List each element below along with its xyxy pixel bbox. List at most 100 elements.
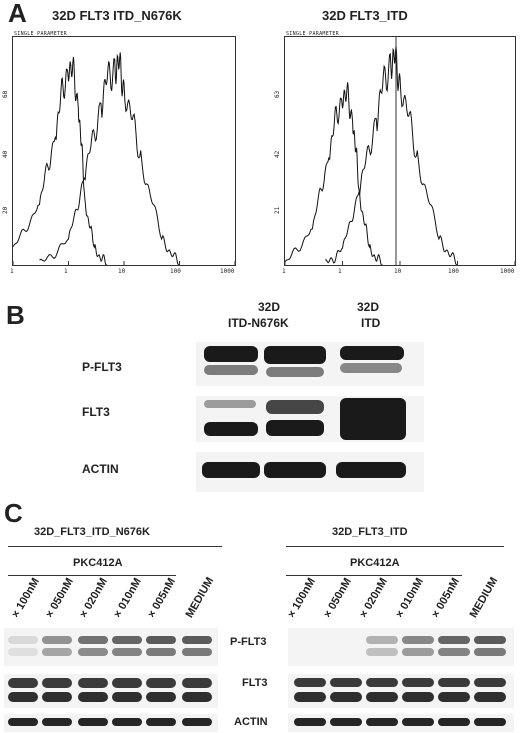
band xyxy=(182,718,212,726)
band xyxy=(42,636,72,644)
drug-left-label: PKC412A xyxy=(73,557,123,569)
band xyxy=(402,636,434,644)
band xyxy=(202,462,260,478)
band xyxy=(8,692,38,702)
band xyxy=(402,648,434,656)
lane-label: × 050nM xyxy=(321,576,354,620)
band xyxy=(340,346,404,360)
band xyxy=(78,718,108,726)
histogram-right-plot xyxy=(285,37,515,265)
band xyxy=(264,346,326,364)
band xyxy=(336,462,406,478)
band xyxy=(204,365,258,375)
drug-right-label: PKC412A xyxy=(350,557,400,569)
band xyxy=(474,678,506,687)
band xyxy=(266,400,324,414)
band xyxy=(294,692,326,702)
band xyxy=(366,636,398,644)
band xyxy=(438,718,470,726)
band xyxy=(78,692,108,702)
x-tick: 1 xyxy=(10,268,14,275)
histogram-right-header: SINGLE PARAMETER xyxy=(286,31,339,37)
histogram-series-line xyxy=(13,56,108,265)
x-tick: 1000 xyxy=(500,268,515,275)
band xyxy=(294,678,326,687)
lane-label: × 010nM xyxy=(111,576,144,620)
x-tick: 100 xyxy=(170,268,181,275)
band xyxy=(42,678,72,688)
band xyxy=(8,648,38,656)
panel-c-letter: C xyxy=(4,498,23,528)
histogram-left-frame xyxy=(12,36,236,266)
band xyxy=(146,678,176,688)
band xyxy=(146,648,176,656)
y-tick: 63 xyxy=(274,90,281,98)
blot-c-row-flt3: FLT3 xyxy=(242,677,268,689)
lane-label: × 100nM xyxy=(9,576,42,620)
y-tick: 60 xyxy=(2,90,9,98)
band xyxy=(366,718,398,726)
group-left-line xyxy=(8,546,222,547)
band xyxy=(112,718,142,726)
band xyxy=(8,636,38,644)
histogram-right-title: 32D FLT3_ITD xyxy=(322,8,408,23)
histogram-series-line xyxy=(39,52,180,265)
band xyxy=(266,420,324,436)
band xyxy=(112,636,142,644)
x-tick: 1 xyxy=(64,268,68,275)
band xyxy=(8,718,38,726)
band xyxy=(438,648,470,656)
lane-label: × 010nM xyxy=(393,576,426,620)
band xyxy=(474,692,506,702)
band xyxy=(474,636,506,644)
histogram-right-frame xyxy=(284,36,516,266)
blot-c-row-pflt3: P-FLT3 xyxy=(230,636,267,648)
blot-b-col1-line1: 32D xyxy=(258,300,281,314)
lane-label: × 020nM xyxy=(77,576,110,620)
blot-b-row-flt3: FLT3 xyxy=(82,405,110,419)
band xyxy=(264,462,326,478)
group-left-title: 32D_FLT3_ITD_N676K xyxy=(34,526,150,538)
band xyxy=(78,648,108,656)
x-tick: 10 xyxy=(118,268,126,275)
band xyxy=(146,692,176,702)
blot-c-left-pflt3 xyxy=(4,628,218,666)
lane-label: MEDIUM xyxy=(183,575,217,620)
band xyxy=(474,648,506,656)
x-tick: 1 xyxy=(282,268,286,275)
lane-label: × 100nM xyxy=(285,576,318,620)
band xyxy=(182,678,212,688)
x-tick: 1000 xyxy=(220,268,235,275)
lane-label: × 005nM xyxy=(145,576,178,620)
band xyxy=(366,692,398,702)
lane-label: × 020nM xyxy=(357,576,390,620)
band xyxy=(366,648,398,656)
band xyxy=(182,636,212,644)
band xyxy=(474,718,506,726)
histogram-left-title: 32D FLT3 ITD_N676K xyxy=(52,8,182,23)
band xyxy=(78,678,108,688)
blot-b-row-actin: ACTIN xyxy=(82,462,119,476)
band xyxy=(330,692,362,702)
band xyxy=(42,648,72,656)
y-tick: 21 xyxy=(274,206,281,214)
histogram-series-line xyxy=(285,82,383,265)
band xyxy=(146,636,176,644)
drug-left-line xyxy=(8,575,176,576)
x-tick: 1 xyxy=(338,268,342,275)
band xyxy=(294,718,326,726)
band xyxy=(204,346,258,362)
band xyxy=(340,363,402,373)
band xyxy=(182,648,212,656)
band xyxy=(112,678,142,688)
band xyxy=(8,678,38,688)
blot-c-right-pflt3 xyxy=(288,628,514,666)
band xyxy=(42,718,72,726)
blot-b-col2-line1: 32D xyxy=(357,300,380,314)
panel-b-letter: B xyxy=(6,300,25,330)
y-tick: 42 xyxy=(274,150,281,158)
blot-c-row-actin: ACTIN xyxy=(234,716,268,728)
x-tick: 100 xyxy=(448,268,459,275)
band xyxy=(438,692,470,702)
band xyxy=(182,692,212,702)
